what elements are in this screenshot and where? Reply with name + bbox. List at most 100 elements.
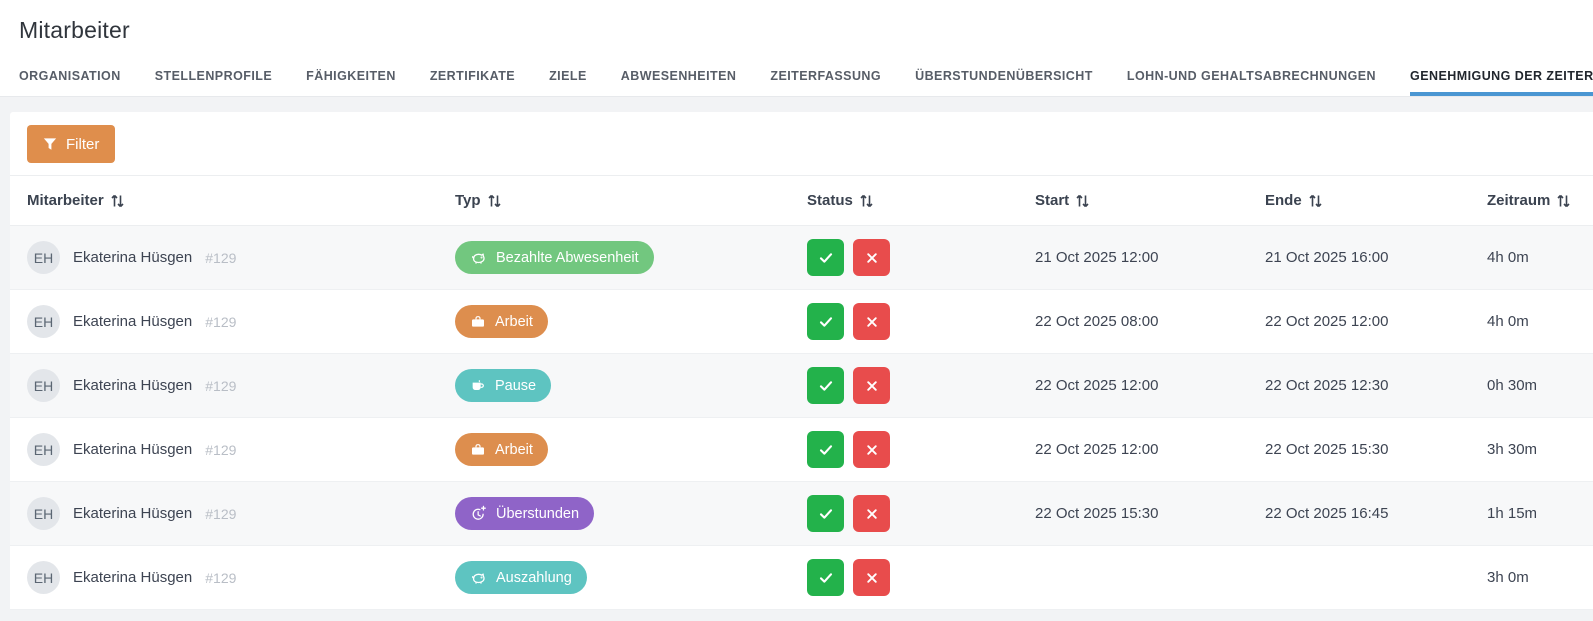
type-cell: Überstunden [455, 497, 807, 530]
type-badge: Arbeit [455, 433, 548, 466]
reject-button[interactable] [853, 303, 890, 340]
employee-id: #129 [205, 313, 237, 330]
approve-button[interactable] [807, 303, 844, 340]
avatar: EH [27, 433, 60, 466]
reject-button[interactable] [853, 559, 890, 596]
check-icon [818, 378, 834, 394]
type-badge-label: Arbeit [495, 313, 533, 330]
piggy-bank-icon [470, 249, 487, 266]
table-row: EH Ekaterina Hüsgen #129 Arbeit 22 Oct 2… [10, 418, 1593, 482]
tab-organisation[interactable]: ORGANISATION [19, 69, 121, 83]
approve-button[interactable] [807, 239, 844, 276]
table-row: EH Ekaterina Hüsgen #129 Bezahlte Abwese… [10, 226, 1593, 290]
column-header-start[interactable]: Start [1035, 192, 1265, 209]
tab-bar: ORGANISATION STELLENPROFILE FÄHIGKEITEN … [0, 44, 1593, 97]
start-value: 22 Oct 2025 08:00 [1035, 313, 1159, 330]
check-icon [818, 570, 834, 586]
status-cell [807, 303, 1035, 340]
avatar: EH [27, 241, 60, 274]
tab-stellenprofile[interactable]: STELLENPROFILE [154, 69, 273, 83]
tab-lohn-und-gehaltsabrechnungen[interactable]: LOHN-UND GEHALTSABRECHNUNGEN [1126, 69, 1377, 83]
column-header-typ[interactable]: Typ [455, 192, 807, 209]
table-header: Mitarbeiter Typ Status Start Ende Zeitra… [10, 176, 1593, 226]
x-icon [865, 507, 879, 521]
sort-icon [110, 193, 125, 209]
start-value: 22 Oct 2025 15:30 [1035, 505, 1159, 522]
avatar: EH [27, 305, 60, 338]
type-cell: Arbeit [455, 305, 807, 338]
start-value: 22 Oct 2025 12:00 [1035, 377, 1159, 394]
ende-value: 22 Oct 2025 16:45 [1265, 505, 1389, 522]
avatar: EH [27, 369, 60, 402]
x-icon [865, 251, 879, 265]
approve-button[interactable] [807, 431, 844, 468]
approve-button[interactable] [807, 367, 844, 404]
start-value: 21 Oct 2025 12:00 [1035, 249, 1159, 266]
column-header-status[interactable]: Status [807, 192, 1035, 209]
column-header-mitarbeiter[interactable]: Mitarbeiter [27, 192, 455, 209]
page-title: Mitarbeiter [19, 17, 130, 43]
employee-name: Ekaterina Hüsgen [73, 569, 193, 586]
x-icon [865, 443, 879, 457]
ende-value: 22 Oct 2025 12:30 [1265, 377, 1389, 394]
employee-id: #129 [205, 377, 237, 394]
employee-id: #129 [205, 249, 237, 266]
status-cell [807, 495, 1035, 532]
type-badge: Auszahlung [455, 561, 587, 594]
zeitraum-value: 4h 0m [1487, 313, 1529, 330]
type-badge-label: Überstunden [496, 505, 580, 522]
approve-button[interactable] [807, 559, 844, 596]
tab-abwesenheiten[interactable]: ABWESENHEITEN [620, 69, 737, 83]
employee-name: Ekaterina Hüsgen [73, 505, 193, 522]
sort-icon [1556, 193, 1571, 209]
zeitraum-value: 3h 0m [1487, 569, 1529, 586]
tab-faehigkeiten[interactable]: FÄHIGKEITEN [306, 69, 396, 83]
employee-cell: EH Ekaterina Hüsgen #129 [27, 433, 455, 466]
ende-value: 21 Oct 2025 16:00 [1265, 249, 1389, 266]
status-cell [807, 239, 1035, 276]
check-icon [818, 506, 834, 522]
employee-cell: EH Ekaterina Hüsgen #129 [27, 497, 455, 530]
content-card: Filter Mitarbeiter Typ Status Start Ende… [10, 112, 1593, 610]
type-badge-label: Arbeit [495, 441, 533, 458]
employee-name: Ekaterina Hüsgen [73, 249, 193, 266]
employee-id: #129 [205, 569, 237, 586]
reject-button[interactable] [853, 431, 890, 468]
x-icon [865, 315, 879, 329]
reject-button[interactable] [853, 495, 890, 532]
filter-button[interactable]: Filter [27, 125, 116, 163]
filter-button-label: Filter [66, 135, 100, 153]
briefcase-icon [470, 442, 486, 458]
zeitraum-value: 0h 30m [1487, 377, 1538, 394]
status-cell [807, 367, 1035, 404]
column-header-zeitraum[interactable]: Zeitraum [1487, 192, 1593, 209]
table-row: EH Ekaterina Hüsgen #129 Arbeit 22 Oct 2… [10, 290, 1593, 354]
reject-button[interactable] [853, 239, 890, 276]
type-badge-label: Bezahlte Abwesenheit [496, 249, 639, 266]
type-badge: Arbeit [455, 305, 548, 338]
sort-icon [859, 193, 874, 209]
filter-bar: Filter [10, 112, 1593, 176]
avatar: EH [27, 497, 60, 530]
start-value: 22 Oct 2025 12:00 [1035, 441, 1159, 458]
zeitraum-value: 1h 15m [1487, 505, 1538, 522]
column-header-ende[interactable]: Ende [1265, 192, 1487, 209]
check-icon [818, 442, 834, 458]
status-cell [807, 559, 1035, 596]
table-row: EH Ekaterina Hüsgen #129 Pause 22 Oct 20… [10, 354, 1593, 418]
approve-button[interactable] [807, 495, 844, 532]
tab-zeiterfassung[interactable]: ZEITERFASSUNG [770, 69, 882, 83]
reject-button[interactable] [853, 367, 890, 404]
type-badge: Pause [455, 369, 552, 402]
tab-ziele[interactable]: ZIELE [549, 69, 587, 83]
tab-ueberstundenuebersicht[interactable]: ÜBERSTUNDENÜBERSICHT [915, 69, 1093, 83]
clock-plus-icon [470, 505, 487, 522]
type-badge: Überstunden [455, 497, 595, 530]
employee-cell: EH Ekaterina Hüsgen #129 [27, 241, 455, 274]
employee-name: Ekaterina Hüsgen [73, 377, 193, 394]
type-cell: Pause [455, 369, 807, 402]
tab-genehmigung-der-zeiterfassung[interactable]: GENEHMIGUNG DER ZEITERFASSUNG [1410, 69, 1593, 96]
tab-zertifikate[interactable]: ZERTIFIKATE [429, 69, 516, 83]
type-cell: Auszahlung [455, 561, 807, 594]
employee-cell: EH Ekaterina Hüsgen #129 [27, 305, 455, 338]
